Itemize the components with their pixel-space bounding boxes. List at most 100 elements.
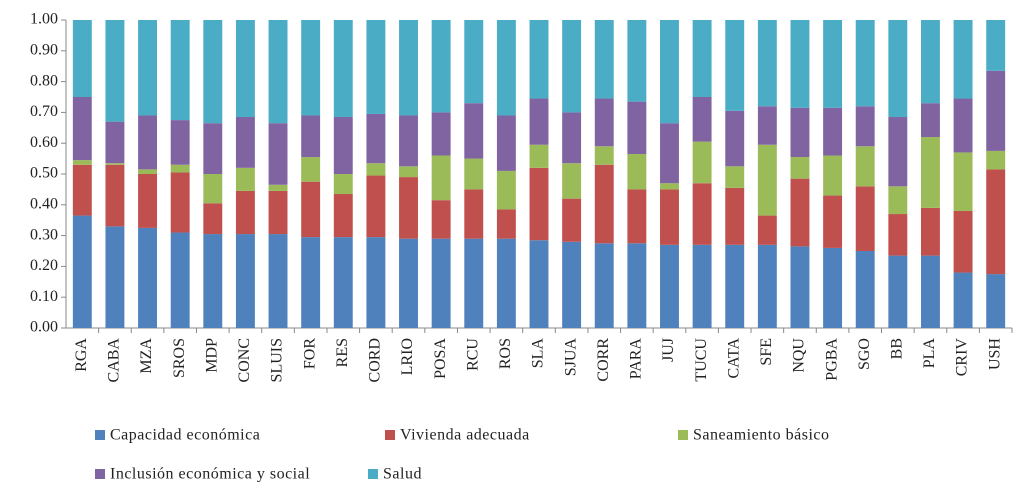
bar-segment xyxy=(855,251,875,328)
bar-segment xyxy=(366,163,386,176)
bar-segment xyxy=(986,169,1006,275)
y-tick-label: 0.90 xyxy=(30,41,58,58)
y-tick-label: 0.00 xyxy=(30,319,58,336)
x-tick-label: SJUA xyxy=(562,338,579,377)
bar-segment xyxy=(366,113,386,164)
bar-segment xyxy=(333,174,353,195)
bar-segment xyxy=(203,174,223,204)
bar-segment xyxy=(105,164,125,227)
x-tick-label: PLA xyxy=(921,338,938,369)
bar-segment xyxy=(235,20,255,118)
legend-swatch xyxy=(385,430,395,440)
bar-segment xyxy=(594,98,614,147)
bar-segment xyxy=(920,103,940,138)
bar-segment xyxy=(464,189,484,239)
x-tick-label: USH xyxy=(986,338,1003,370)
x-tick-label: PARA xyxy=(628,338,645,380)
bar-segment xyxy=(72,97,92,161)
bar-segment xyxy=(594,146,614,165)
bar-segment xyxy=(170,172,190,233)
bar-segment xyxy=(888,20,908,118)
bar-segment xyxy=(170,20,190,121)
bar-segment xyxy=(105,121,125,164)
bar-segment xyxy=(823,155,843,196)
bar-segment xyxy=(790,107,810,158)
bar-segment xyxy=(627,153,647,190)
x-tick-label: PGBA xyxy=(823,338,840,381)
bar-segment xyxy=(138,169,158,174)
bar-segment xyxy=(138,227,158,328)
bar-segment xyxy=(138,20,158,116)
bar-segment xyxy=(399,238,418,328)
x-tick-label: JUJ xyxy=(660,338,677,362)
bar-segment xyxy=(725,166,745,188)
bar-segment xyxy=(496,209,516,239)
bar-segment xyxy=(203,123,223,174)
bar-segment xyxy=(692,244,712,328)
bar-segment xyxy=(986,20,1006,71)
bar-segment xyxy=(660,20,679,124)
bar-segment xyxy=(790,157,810,179)
bar-segment xyxy=(333,194,353,238)
x-tick-label: RCU xyxy=(464,338,481,371)
bar-segment xyxy=(72,164,92,216)
bar-segment xyxy=(529,144,549,168)
x-tick-label: SFE xyxy=(758,338,775,366)
bar-segment xyxy=(986,70,1006,151)
bar-segment xyxy=(268,190,288,235)
bar-segment xyxy=(953,272,973,328)
bar-segment xyxy=(464,158,484,190)
x-tick-label: CONC xyxy=(236,338,253,382)
bar-segment xyxy=(138,115,158,170)
bar-segment xyxy=(496,20,516,116)
bar-segment xyxy=(823,20,843,108)
bar-segment xyxy=(757,106,777,145)
bar-segment xyxy=(333,237,353,328)
x-tick-label: MZA xyxy=(138,338,155,374)
bar-segment xyxy=(594,164,614,244)
bar-segment xyxy=(692,97,712,142)
x-tick-label: NQU xyxy=(791,338,808,373)
bar-segment xyxy=(790,20,810,108)
x-tick-label: CRIV xyxy=(954,338,971,377)
bar-segment xyxy=(431,238,451,328)
bar-segment xyxy=(301,20,321,116)
bar-segment xyxy=(594,20,614,99)
y-tick-label: 0.10 xyxy=(30,288,58,305)
bar-segment xyxy=(725,244,745,328)
bar-segment xyxy=(105,163,125,165)
bar-segment xyxy=(920,20,940,104)
y-tick-label: 0.50 xyxy=(30,165,58,182)
bar-segment xyxy=(105,226,125,328)
y-tick-label: 0.30 xyxy=(30,226,58,243)
bar-segment xyxy=(627,101,647,154)
bar-segment xyxy=(399,166,418,178)
bar-segment xyxy=(790,178,810,247)
bar-segment xyxy=(529,167,549,241)
x-tick-label: ROS xyxy=(497,338,514,369)
legend-swatch xyxy=(678,430,688,440)
x-tick-label: SGO xyxy=(856,338,873,370)
bar-segment xyxy=(496,170,516,210)
bar-segment xyxy=(823,195,843,248)
bar-segment xyxy=(888,186,908,215)
bar-segment xyxy=(399,20,418,116)
bar-segment xyxy=(464,20,484,104)
bar-segment xyxy=(268,234,288,328)
bar-segment xyxy=(562,163,582,199)
bar-segment xyxy=(692,183,712,245)
bar-segment xyxy=(268,20,288,124)
bar-segment xyxy=(203,203,223,235)
bar-segment xyxy=(692,141,712,184)
bar-segment xyxy=(170,120,190,165)
bar-segment xyxy=(431,200,451,239)
bar-segment xyxy=(301,237,321,328)
bar-segment xyxy=(268,184,288,191)
bar-segment xyxy=(464,103,484,159)
bar-segment xyxy=(464,238,484,328)
x-tick-label: LRIO xyxy=(399,338,416,375)
bar-segment xyxy=(888,214,908,256)
bar-segment xyxy=(823,107,843,156)
bar-segment xyxy=(105,20,125,122)
